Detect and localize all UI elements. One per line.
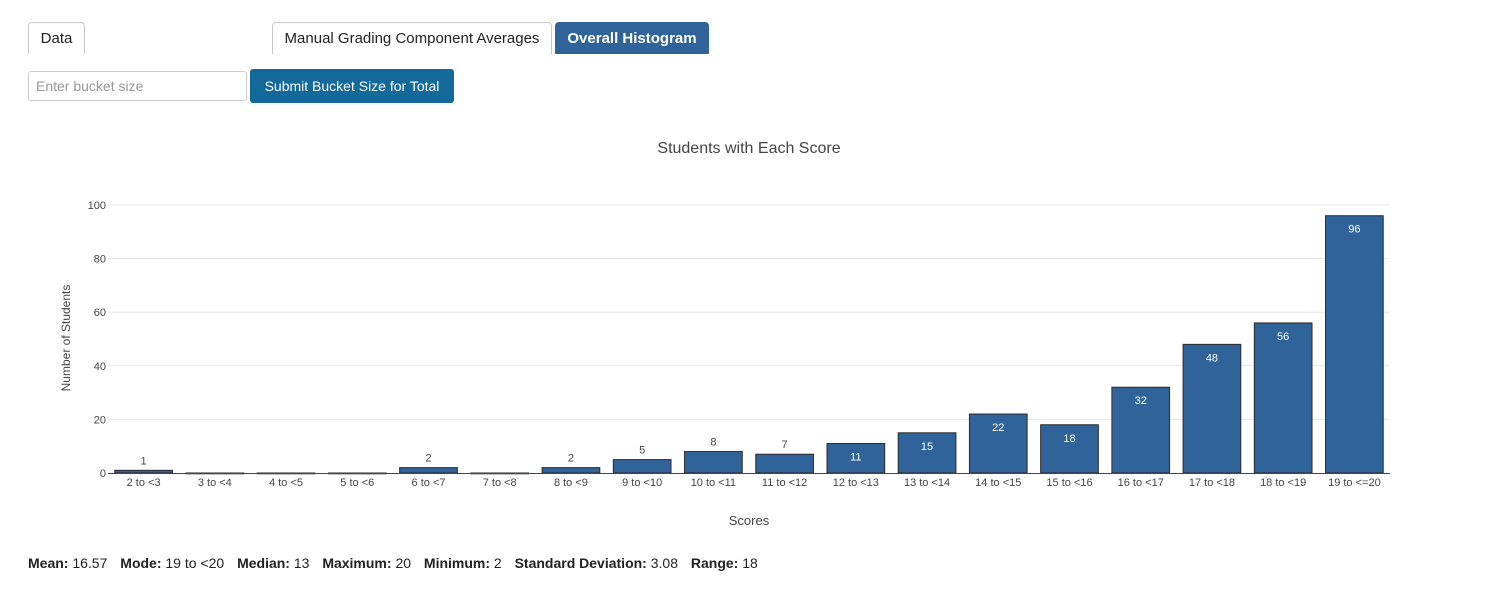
summary-statistics: Mean: 16.57 Mode: 19 to <20 Median: 13 M… — [28, 555, 767, 571]
bar-data-label: 2 — [425, 453, 431, 465]
bar-data-label: 15 — [921, 441, 933, 453]
tab-manual-grading-component-averages[interactable]: Manual Grading Component Averages — [272, 22, 552, 54]
chart-title: Students with Each Score — [657, 140, 840, 157]
x-tick-label: 15 to <16 — [1046, 477, 1092, 489]
stat-label: Mode: — [120, 555, 162, 571]
bar-data-label: 7 — [782, 439, 788, 451]
y-tick-label: 100 — [88, 200, 106, 212]
stat-value: 3.08 — [650, 555, 678, 571]
stat-mean: Mean: 16.57 — [28, 555, 107, 571]
stat-label: Standard Deviation: — [514, 555, 647, 571]
x-tick-label: 14 to <15 — [975, 477, 1021, 489]
histogram-bar[interactable] — [826, 443, 886, 474]
x-tick-label: 3 to <4 — [198, 477, 232, 489]
tab-overall-histogram[interactable]: Overall Histogram — [555, 22, 709, 54]
bar-data-label: 18 — [1063, 433, 1075, 445]
stat-value: 20 — [395, 555, 412, 571]
x-tick-label: 2 to <3 — [127, 477, 161, 489]
bar-data-label: 32 — [1135, 395, 1147, 407]
stat-maximum: Maximum: 20 — [322, 555, 411, 571]
x-tick-label: 5 to <6 — [340, 477, 374, 489]
bar-data-label: 11 — [850, 452, 861, 464]
bar-data-label: 2 — [568, 453, 574, 465]
histogram-bar[interactable] — [114, 469, 173, 474]
x-tick-label: 17 to <18 — [1189, 477, 1235, 489]
x-tick-label: 18 to <19 — [1260, 477, 1306, 489]
x-axis-title: Scores — [729, 513, 770, 528]
bar-data-label: 1 — [141, 455, 147, 467]
stat-value: 19 to <20 — [165, 555, 225, 571]
bar-data-label: 48 — [1206, 352, 1218, 364]
bucket-size-input[interactable] — [28, 71, 247, 101]
bar-data-label: 5 — [639, 445, 645, 457]
bar-data-label: 22 — [992, 422, 1004, 434]
x-tick-label: 6 to <7 — [412, 477, 446, 489]
stat-range: Range: 18 — [691, 555, 758, 571]
histogram-bar[interactable] — [1253, 322, 1313, 474]
x-tick-label: 9 to <10 — [622, 477, 662, 489]
x-tick-label: 8 to <9 — [554, 477, 588, 489]
stat-label: Mean: — [28, 555, 69, 571]
stat-value: 18 — [742, 555, 758, 571]
y-tick-label: 0 — [100, 468, 106, 480]
x-tick-label: 13 to <14 — [904, 477, 950, 489]
stat-value: 2 — [493, 555, 502, 571]
y-axis-title: Number of Students — [59, 285, 73, 392]
histogram-bar[interactable] — [897, 432, 957, 474]
bar-data-label: 96 — [1348, 224, 1360, 236]
x-tick-label: 10 to <11 — [691, 477, 736, 489]
stat-label: Range: — [690, 555, 739, 571]
y-tick-label: 60 — [94, 307, 106, 319]
x-tick-label: 4 to <5 — [269, 477, 303, 489]
stat-minimum: Minimum: 2 — [424, 555, 502, 571]
bar-data-label: 8 — [710, 437, 716, 449]
stat-label: Median: — [237, 555, 290, 571]
x-tick-label: 11 to <12 — [762, 477, 807, 489]
stat-value: 13 — [293, 555, 310, 571]
y-tick-label: 40 — [94, 361, 106, 373]
histogram-bar[interactable] — [541, 467, 601, 474]
stat-label: Maximum: — [322, 555, 392, 571]
histogram-bar[interactable] — [399, 467, 458, 474]
tab-bar: Data Manual Grading Component Averages O… — [28, 22, 1470, 55]
histogram-bar[interactable] — [612, 459, 672, 474]
x-tick-label: 7 to <8 — [483, 477, 517, 489]
x-tick-label: 16 to <17 — [1118, 477, 1164, 489]
y-tick-label: 80 — [94, 254, 106, 266]
histogram-bar[interactable] — [1182, 343, 1242, 474]
submit-bucket-size-button[interactable]: Submit Bucket Size for Total — [250, 69, 454, 103]
stat-label: Minimum: — [423, 555, 491, 571]
tab-data[interactable]: Data — [28, 22, 85, 54]
stat-standard-deviation: Standard Deviation: 3.08 — [515, 555, 678, 571]
y-tick-label: 20 — [94, 414, 106, 426]
bar-data-label: 56 — [1277, 331, 1289, 343]
x-tick-label: 12 to <13 — [833, 477, 879, 489]
x-tick-label: 19 to <=20 — [1328, 477, 1381, 489]
stat-median: Median: 13 — [237, 555, 309, 571]
histogram-bar[interactable] — [684, 451, 743, 474]
stat-value: 16.57 — [72, 555, 108, 571]
histogram-bar[interactable] — [1325, 215, 1384, 474]
stat-mode: Mode: 19 to <20 — [120, 555, 224, 571]
histogram-bar[interactable] — [755, 453, 814, 474]
